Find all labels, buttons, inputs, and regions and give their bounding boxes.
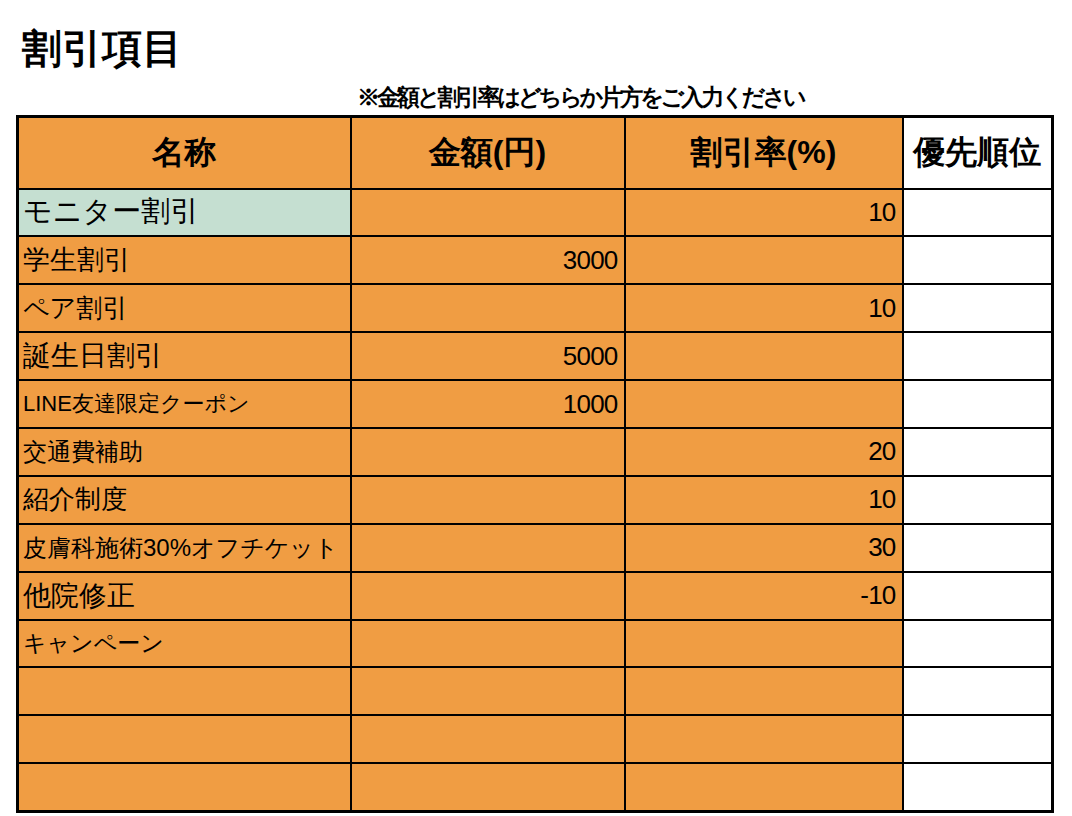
cell-name[interactable] [18,763,351,811]
cell-priority[interactable] [903,524,1053,572]
cell-rate[interactable]: 10 [625,476,903,524]
column-header-name: 名称 [18,117,351,189]
cell-name[interactable]: 誕生日割引 [18,332,351,380]
cell-rate[interactable] [625,715,903,763]
cell-rate[interactable] [625,332,903,380]
cell-amount[interactable] [351,189,625,237]
cell-priority[interactable] [903,476,1053,524]
cell-amount[interactable]: 1000 [351,380,625,428]
cell-priority[interactable] [903,572,1053,620]
cell-amount[interactable] [351,620,625,668]
table-row [18,667,1053,715]
cell-rate[interactable] [625,236,903,284]
cell-name[interactable]: 紹介制度 [18,476,351,524]
table-row: ペア割引 10 [18,284,1053,332]
cell-priority[interactable] [903,189,1053,237]
cell-amount[interactable] [351,524,625,572]
table-row: 紹介制度 10 [18,476,1053,524]
cell-amount[interactable] [351,428,625,476]
cell-priority[interactable] [903,763,1053,811]
cell-rate[interactable] [625,763,903,811]
cell-priority[interactable] [903,332,1053,380]
cell-name[interactable]: LINE友達限定クーポン [18,380,351,428]
table-row: 交通費補助 20 [18,428,1053,476]
cell-rate[interactable]: 10 [625,284,903,332]
column-header-priority: 優先順位 [903,117,1053,189]
cell-rate[interactable]: 30 [625,524,903,572]
cell-name[interactable]: モニター割引 [18,189,351,237]
cell-rate[interactable] [625,620,903,668]
table-row: LINE友達限定クーポン 1000 [18,380,1053,428]
cell-priority[interactable] [903,715,1053,763]
cell-rate[interactable]: 20 [625,428,903,476]
cell-priority[interactable] [903,428,1053,476]
cell-rate[interactable]: 10 [625,189,903,237]
cell-name[interactable]: 他院修正 [18,572,351,620]
input-instruction-note: ※金額と割引率はどちらか片方をご入力ください [357,82,803,113]
cell-name[interactable]: 交通費補助 [18,428,351,476]
page-title: 割引項目 [22,21,182,76]
cell-rate[interactable] [625,380,903,428]
table-row: モニター割引 10 [18,189,1053,237]
table-row: 学生割引 3000 [18,236,1053,284]
cell-name[interactable]: ペア割引 [18,284,351,332]
cell-name[interactable]: 皮膚科施術30%オフチケット [18,524,351,572]
column-header-amount: 金額(円) [351,117,625,189]
cell-rate[interactable] [625,667,903,715]
cell-amount[interactable]: 3000 [351,236,625,284]
cell-amount[interactable] [351,667,625,715]
cell-amount[interactable]: 5000 [351,332,625,380]
discount-table: 名称 金額(円) 割引率(%) 優先順位 モニター割引 10 学生割引 3000… [16,115,1054,813]
cell-amount[interactable] [351,284,625,332]
cell-priority[interactable] [903,236,1053,284]
cell-amount[interactable] [351,715,625,763]
table-row [18,715,1053,763]
table-row: 皮膚科施術30%オフチケット 30 [18,524,1053,572]
table-row: 誕生日割引 5000 [18,332,1053,380]
cell-name[interactable]: 学生割引 [18,236,351,284]
column-header-rate: 割引率(%) [625,117,903,189]
table-header-row: 名称 金額(円) 割引率(%) 優先順位 [18,117,1053,189]
cell-name[interactable] [18,667,351,715]
table-row: 他院修正 -10 [18,572,1053,620]
cell-amount[interactable] [351,476,625,524]
cell-name[interactable] [18,715,351,763]
cell-amount[interactable] [351,572,625,620]
table-row: キャンペーン [18,620,1053,668]
cell-rate[interactable]: -10 [625,572,903,620]
cell-priority[interactable] [903,284,1053,332]
table-row [18,763,1053,811]
cell-name[interactable]: キャンペーン [18,620,351,668]
cell-priority[interactable] [903,667,1053,715]
cell-priority[interactable] [903,620,1053,668]
cell-priority[interactable] [903,380,1053,428]
cell-amount[interactable] [351,763,625,811]
